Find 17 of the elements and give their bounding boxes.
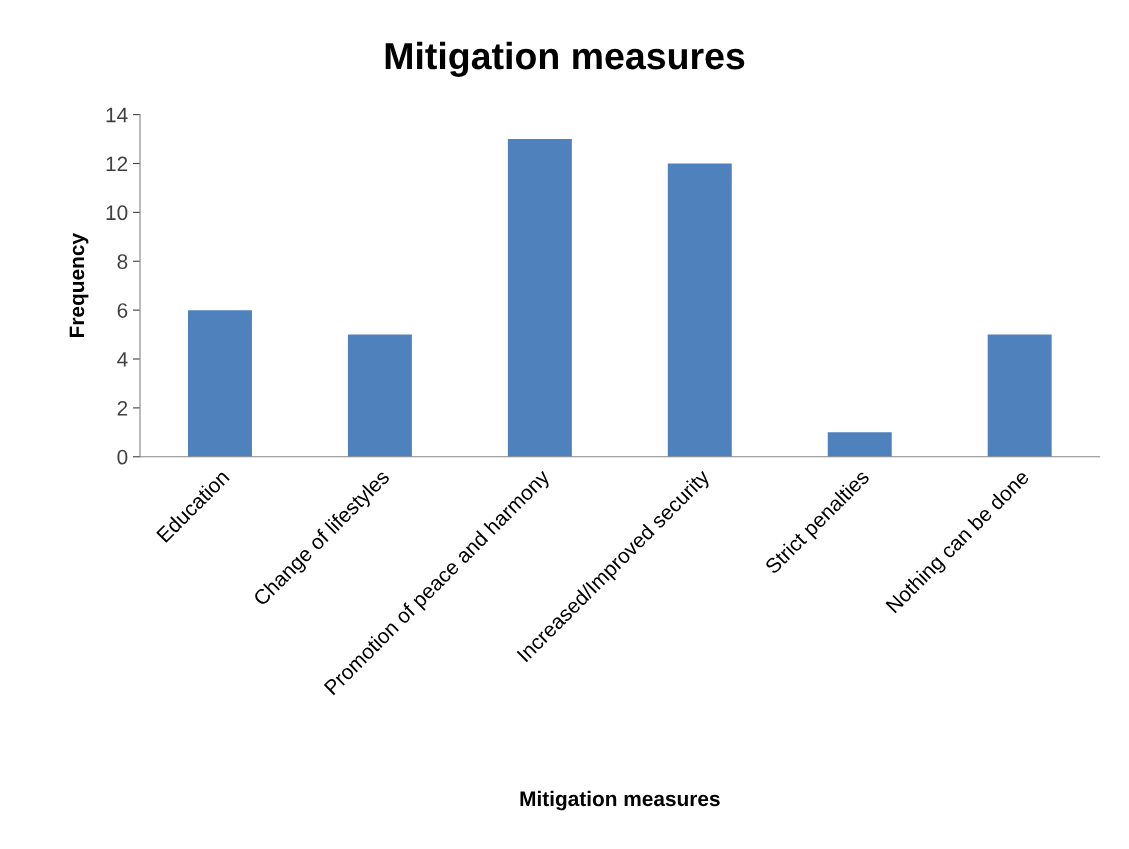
bar [827, 432, 892, 457]
y-tick-label: 6 [117, 303, 128, 318]
bar [507, 139, 572, 457]
y-tick-label: 14 [106, 107, 128, 123]
y-tick-label: 2 [117, 400, 128, 416]
x-axis-title: Mitigation measures [520, 790, 720, 811]
y-tick-label: 4 [117, 352, 128, 367]
y-axis-title: Frequency [69, 233, 89, 337]
bar [347, 334, 412, 457]
y-tick-label: 0 [117, 449, 128, 465]
bar [667, 163, 732, 457]
y-tick-label: 8 [117, 254, 128, 269]
bar [187, 310, 252, 457]
y-tick-label: 12 [106, 156, 128, 172]
chart-title: Mitigation measures [385, 41, 745, 77]
y-tick-label: 10 [106, 205, 128, 221]
bar [987, 334, 1052, 457]
